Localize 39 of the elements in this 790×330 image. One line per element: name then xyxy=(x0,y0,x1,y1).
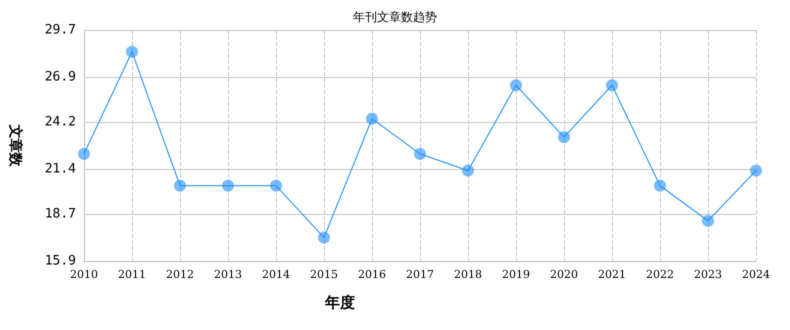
point xyxy=(414,148,426,160)
x-tick-label: 2017 xyxy=(406,268,434,281)
y-tick-label: 21.4 xyxy=(44,161,76,176)
x-tick-label: 2019 xyxy=(502,268,530,281)
x-tick-label: 2023 xyxy=(694,268,722,281)
point xyxy=(126,46,138,58)
x-tick-label: 2012 xyxy=(166,268,194,281)
chart-title: 年刊文章数趋势 xyxy=(353,10,437,24)
y-tick-label: 24.2 xyxy=(44,114,76,130)
point xyxy=(462,164,474,177)
point xyxy=(78,148,90,160)
x-tick-label: 2024 xyxy=(742,268,770,281)
point xyxy=(654,180,666,192)
y-tick-label: 29.7 xyxy=(44,22,76,38)
point xyxy=(702,214,714,227)
x-tick-label: 2021 xyxy=(598,268,626,281)
x-axis-title: 年度 xyxy=(324,294,355,312)
y-tick-label: 15.9 xyxy=(44,254,76,268)
y-axis-title: 文章数 xyxy=(7,124,24,168)
x-tick-label: 2011 xyxy=(118,268,146,281)
x-tick-label: 2018 xyxy=(454,268,482,281)
point xyxy=(750,164,762,177)
x-tick-label: 2015 xyxy=(310,268,338,281)
x-tick-label: 2013 xyxy=(214,268,242,281)
x-tick-label: 2014 xyxy=(262,268,290,281)
x-tick-label: 2010 xyxy=(70,268,98,281)
point xyxy=(270,180,282,192)
point xyxy=(558,131,570,144)
x-tick-label: 2016 xyxy=(358,268,386,281)
y-tick-label: 18.7 xyxy=(44,206,76,222)
y-tick-label: 26.9 xyxy=(44,69,76,84)
point xyxy=(510,79,522,92)
point xyxy=(222,180,234,192)
point xyxy=(318,232,330,244)
point xyxy=(366,112,378,125)
point xyxy=(606,79,618,92)
x-tick-label: 2022 xyxy=(646,268,674,281)
x-tick-label: 2020 xyxy=(550,268,578,281)
point xyxy=(174,180,186,192)
